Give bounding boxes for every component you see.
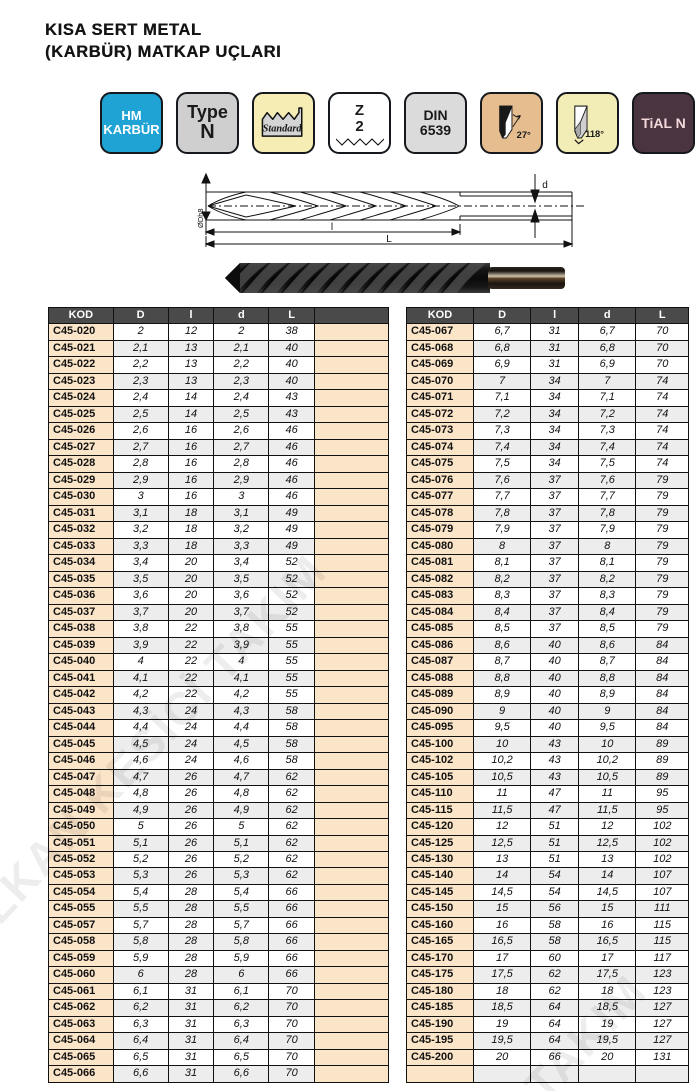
svg-text:Standard: Standard	[263, 123, 303, 134]
svg-text:27°: 27°	[517, 130, 531, 140]
svg-text:d: d	[542, 180, 548, 191]
svg-text:l: l	[331, 222, 333, 233]
svg-text:L: L	[386, 234, 392, 245]
svg-text:118°: 118°	[585, 129, 604, 139]
svg-text:ØDh8: ØDh8	[196, 208, 205, 228]
